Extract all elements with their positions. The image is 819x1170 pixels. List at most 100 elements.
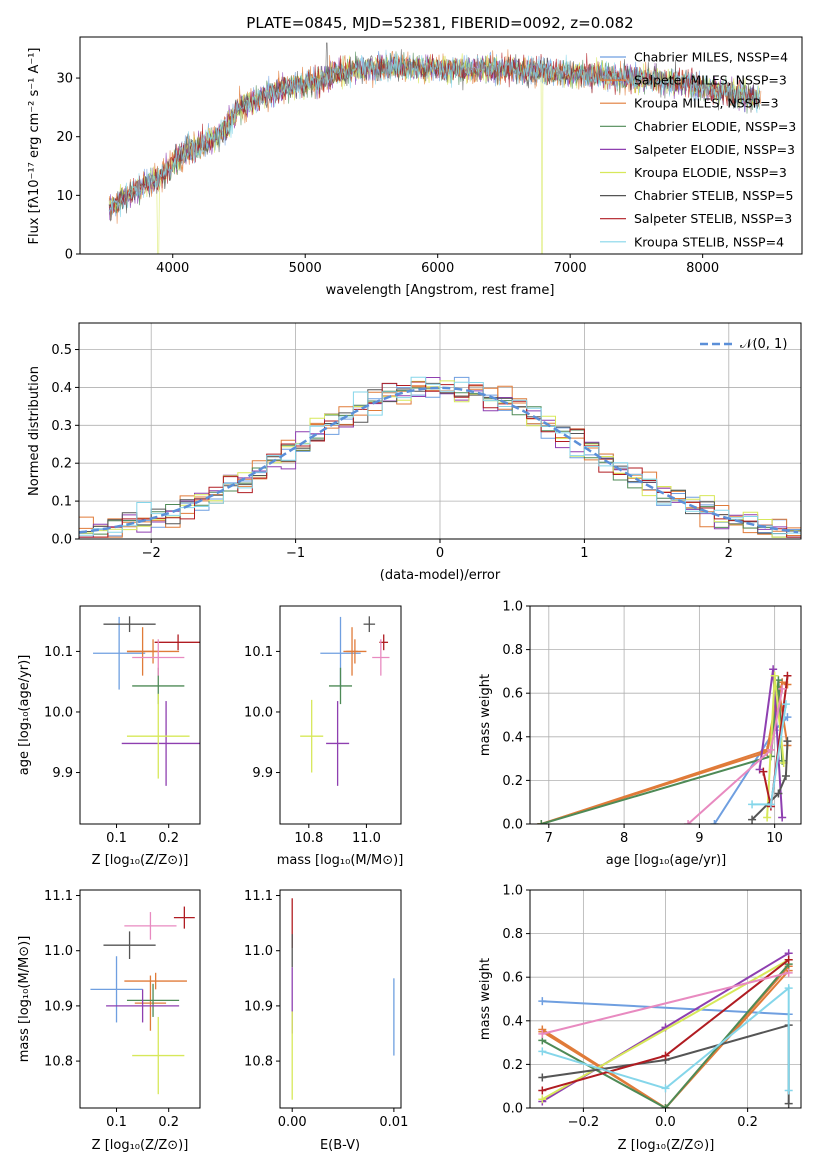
x-tick-label: 0.2 [158,1115,179,1130]
weight-marker [781,700,790,709]
errorbar-point [103,931,156,959]
data-layer [291,898,395,1100]
x-tick-label: 7000 [554,261,587,276]
weight-line [542,985,790,1091]
residuals-panel: −2 −1 0 1 2 0.0 0.1 0.2 0.3 0.4 0.5 𝒩(0, 1) (data-m… [27,322,802,583]
mass-vs-Z-frame [79,889,201,1109]
y-tick-label: 20 [56,130,73,145]
legend-label: Kroupa STELIB, NSSP=4 [634,234,784,249]
errorbar-point [106,989,180,1023]
spectrum-ylabel: Flux [fλ10⁻¹⁷ erg cm⁻² s⁻¹ A⁻¹] [27,48,42,245]
weight-marker [538,1047,547,1056]
y-tick-label: 0.2 [502,1058,523,1073]
y-tick-label: 0.3 [51,419,72,434]
y-tick-label: 0.2 [51,457,72,472]
x-tick-label: 4000 [156,261,189,276]
x-tick-label: 0.1 [106,1115,127,1130]
age-vs-Z-ylabel: age [log₁₀(age/yr)] [17,655,32,776]
weight-marker [770,671,779,680]
legend-label: Salpeter STELIB, NSSP=3 [634,211,792,226]
weight-line [540,680,788,824]
y-tick-label: 10.0 [44,705,73,720]
spectrum-title: PLATE=0845, MJD=52381, FIBERID=0092, z=0… [246,14,633,32]
weight-line [751,741,789,821]
x-tick-label: 0.2 [158,831,179,846]
x-tick-label: 9 [695,831,703,846]
errorbar-point [93,616,146,690]
weight-line [542,971,789,1035]
x-tick-label: 7 [545,831,553,846]
errorbar-point [346,627,358,676]
y-tick-label: 0.4 [51,381,72,396]
weight-marker [784,984,793,993]
weight-marker [759,767,768,776]
residuals-frame [78,322,802,540]
data-layer [93,616,200,786]
weight-marker [661,1084,670,1093]
x-tick-label: 8000 [686,261,719,276]
weight-marker [784,968,793,977]
spectrum-line [108,49,760,218]
residuals-ylabel: Normed distribution [27,366,42,496]
age-vs-Z-xlabel: Z [log₁₀(Z/Z⊙)] [92,853,189,868]
weight-marker [748,800,757,809]
mass-vs-ebv-frame [279,889,402,1109]
x-tick-label: 6000 [421,261,454,276]
age-vs-mass-xlabel: mass [log₁₀(M/M⊙)] [277,853,404,868]
y-tick-label: 0.0 [502,818,523,833]
x-tick-label: 11.0 [352,831,381,846]
y-tick-label: 9.9 [252,766,273,781]
y-tick-label: 10.8 [244,1055,273,1070]
y-tick-label: 10.0 [244,705,273,720]
legend-label: 𝒩(0, 1) [740,337,787,352]
x-tick-label: 8 [620,831,628,846]
weight-marker [661,1051,670,1060]
weight-marker [778,813,787,822]
errorbar-point [154,634,200,651]
x-tick-label: 5000 [289,261,322,276]
y-tick-label: 11.1 [44,889,73,904]
weight-marker [537,820,546,824]
weight-marker [684,820,693,824]
weight-line [540,686,789,824]
y-tick-label: 10.8 [44,1055,73,1070]
y-tick-label: 11.0 [244,944,273,959]
weight-vs-Z-ylabel: mass weight [478,958,493,1040]
mass-vs-ebv-xlabel: E(B-V) [320,1138,360,1153]
weight-line [541,970,790,1108]
x-tick-label: 10 [766,831,783,846]
x-tick-label: −2 [142,546,161,561]
y-tick-label: 0.8 [502,643,523,658]
errorbar-point [124,972,187,990]
mass-vs-ebv-panel: 0.00 0.01 10.8 10.9 11.0 11.1 E(B-V) [244,889,408,1153]
y-tick-label: 10.9 [244,999,273,1014]
y-tick-label: 0.0 [502,1102,523,1117]
mass-vs-Z-xlabel: Z [log₁₀(Z/Z⊙)] [92,1138,189,1153]
y-tick-label: 10 [56,189,73,204]
mass-vs-Z-ylabel: mass [log₁₀(M/M⊙)] [17,936,32,1063]
legend: 𝒩(0, 1) [700,337,787,352]
weight-marker [538,1029,547,1038]
x-tick-label: −0.2 [568,1115,600,1130]
weight-marker [784,955,793,964]
x-tick-label: 0 [436,546,444,561]
weight-marker [538,1073,547,1082]
spectrum-xlabel: wavelength [Angstrom, rest frame] [326,283,555,298]
weight-marker [784,1086,793,1095]
weight-marker [783,737,792,746]
x-tick-label: 10.8 [294,831,323,846]
y-tick-label: 10.1 [44,645,73,660]
normal-curve [79,386,799,534]
y-tick-label: 0.6 [502,971,523,986]
weight-marker [766,800,775,809]
weight-line [541,680,784,824]
errorbar-point [134,975,167,1031]
errorbar-point [328,667,353,705]
x-tick-label: 2 [725,546,733,561]
y-tick-label: 10.9 [44,999,73,1014]
weight-vs-Z-panel: −0.2 0.0 0.2 0.0 0.2 0.4 0.6 0.8 1.0 Z [log₁₀(Z/… [478,884,802,1153]
weight-vs-age-ylabel: mass weight [478,674,493,756]
errorbar-point [126,983,180,1017]
y-tick-label: 11.0 [44,944,73,959]
